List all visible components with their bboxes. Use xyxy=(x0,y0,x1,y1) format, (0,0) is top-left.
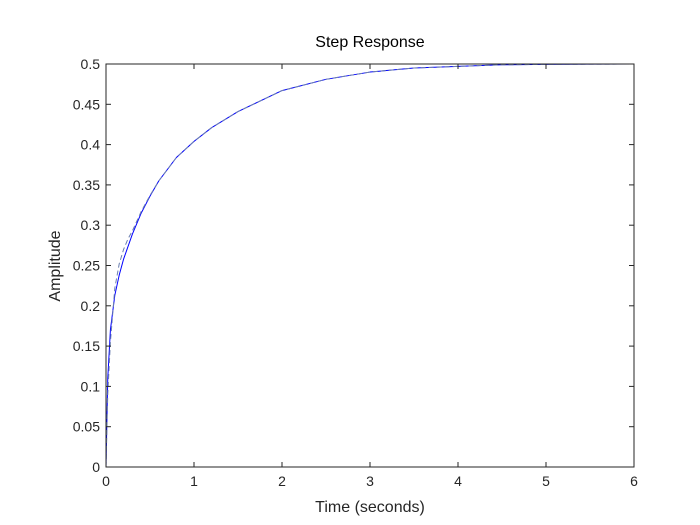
y-tick-label: 0.45 xyxy=(73,96,100,112)
series-line-dashed xyxy=(105,63,635,468)
chart-title: Step Response xyxy=(315,34,425,51)
y-tick-label: 0.4 xyxy=(81,137,101,153)
x-ticks: 0 1 2 3 4 5 6 xyxy=(102,64,638,489)
y-tick-label: 0.15 xyxy=(73,338,100,354)
x-tick-label: 4 xyxy=(454,473,462,489)
axes-background xyxy=(106,64,634,467)
y-tick-label: 0.05 xyxy=(73,419,100,435)
y-tick-label: 0 xyxy=(92,459,100,475)
x-tick-label: 0 xyxy=(102,473,110,489)
y-tick-label: 0.1 xyxy=(81,378,101,394)
x-tick-label: 2 xyxy=(278,473,286,489)
y-tick-label: 0.35 xyxy=(73,177,100,193)
y-axis-label: Amplitude xyxy=(47,230,64,301)
x-tick-label: 1 xyxy=(190,473,198,489)
y-tick-label: 0.2 xyxy=(81,298,101,314)
x-tick-label: 6 xyxy=(630,473,638,489)
y-tick-label: 0.3 xyxy=(81,217,101,233)
y-ticks: 0 0.05 0.1 0.15 0.2 0.25 0.3 0.35 0.4 0.45 0.5 xyxy=(73,56,634,475)
y-tick-label: 0.5 xyxy=(81,56,101,72)
y-tick-label: 0.25 xyxy=(73,258,100,274)
x-axis-label: Time (seconds) xyxy=(315,499,425,516)
x-tick-label: 3 xyxy=(366,473,374,489)
x-tick-label: 5 xyxy=(542,473,550,489)
